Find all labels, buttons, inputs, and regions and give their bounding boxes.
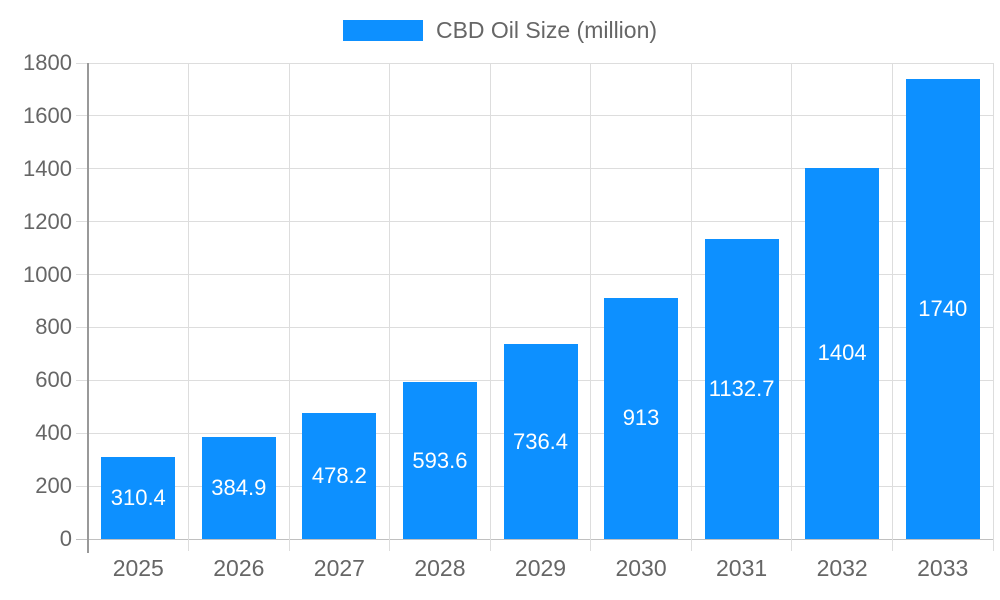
- x-gridline: [690, 63, 692, 551]
- bar-value-label: 310.4: [110, 484, 166, 510]
- y-axis-line: [87, 63, 89, 553]
- bar[interactable]: 1740: [905, 78, 980, 539]
- bar-value-label: 478.2: [311, 462, 367, 488]
- y-axis-tick-label: 600: [35, 367, 72, 393]
- x-axis-tick-label: 2027: [313, 555, 365, 581]
- y-axis-tick-label: 1600: [23, 102, 72, 128]
- x-gridline: [590, 63, 592, 551]
- x-axis-tick-label: 2028: [414, 555, 466, 581]
- x-gridline: [891, 63, 893, 551]
- x-gridline: [489, 63, 491, 551]
- x-gridline: [188, 63, 190, 551]
- y-axis-tick-label: 0: [59, 526, 72, 551]
- x-axis-tick-label: 2030: [615, 555, 667, 581]
- x-axis-tick-label: 2025: [112, 555, 164, 581]
- y-gridline: [76, 274, 993, 276]
- bar[interactable]: 593.6: [402, 382, 477, 539]
- bar-value-label: 913: [622, 405, 660, 431]
- bar-value-label: 1740: [918, 295, 968, 321]
- y-axis-tick-label: 200: [35, 473, 72, 499]
- bar[interactable]: 1404: [805, 167, 880, 539]
- legend-swatch: [342, 19, 423, 41]
- bar[interactable]: 913: [604, 297, 679, 539]
- y-axis-tick-label: 400: [35, 420, 72, 446]
- bar[interactable]: 1132.7: [704, 239, 779, 539]
- x-axis-tick-label: 2026: [213, 555, 265, 581]
- y-gridline: [76, 326, 993, 328]
- bar[interactable]: 478.2: [302, 412, 377, 539]
- y-gridline: [76, 221, 993, 223]
- y-gridline: [76, 538, 993, 540]
- x-axis-tick-label: 2031: [716, 555, 768, 581]
- legend-label: CBD Oil Size (million): [435, 17, 658, 43]
- bar-value-label: 593.6: [412, 447, 468, 473]
- bar[interactable]: 310.4: [101, 456, 176, 539]
- y-axis-tick-label: 1000: [23, 261, 72, 287]
- bar-value-label: 1404: [817, 340, 867, 366]
- x-gridline: [791, 63, 793, 551]
- x-gridline: [389, 63, 391, 551]
- y-axis-tick-label: 800: [35, 314, 72, 340]
- y-gridline: [76, 115, 993, 117]
- legend[interactable]: CBD Oil Size (million): [0, 16, 1000, 44]
- bar-value-label: 736.4: [512, 428, 569, 454]
- bar-value-label: 1132.7: [708, 376, 775, 402]
- x-axis-tick-label: 2033: [917, 555, 969, 581]
- bar[interactable]: 384.9: [201, 437, 276, 539]
- y-axis-tick-label: 1200: [23, 208, 72, 234]
- x-axis-tick-label: 2029: [514, 555, 567, 581]
- x-axis-tick-label: 2032: [816, 555, 868, 581]
- y-axis-tick-label: 1800: [23, 50, 72, 75]
- y-gridline: [76, 62, 993, 64]
- y-gridline: [76, 168, 993, 170]
- bar-value-label: 384.9: [211, 475, 267, 501]
- x-gridline: [992, 63, 994, 551]
- y-axis-tick-label: 1400: [23, 155, 72, 181]
- bar[interactable]: 736.4: [503, 344, 578, 539]
- x-gridline: [288, 63, 290, 551]
